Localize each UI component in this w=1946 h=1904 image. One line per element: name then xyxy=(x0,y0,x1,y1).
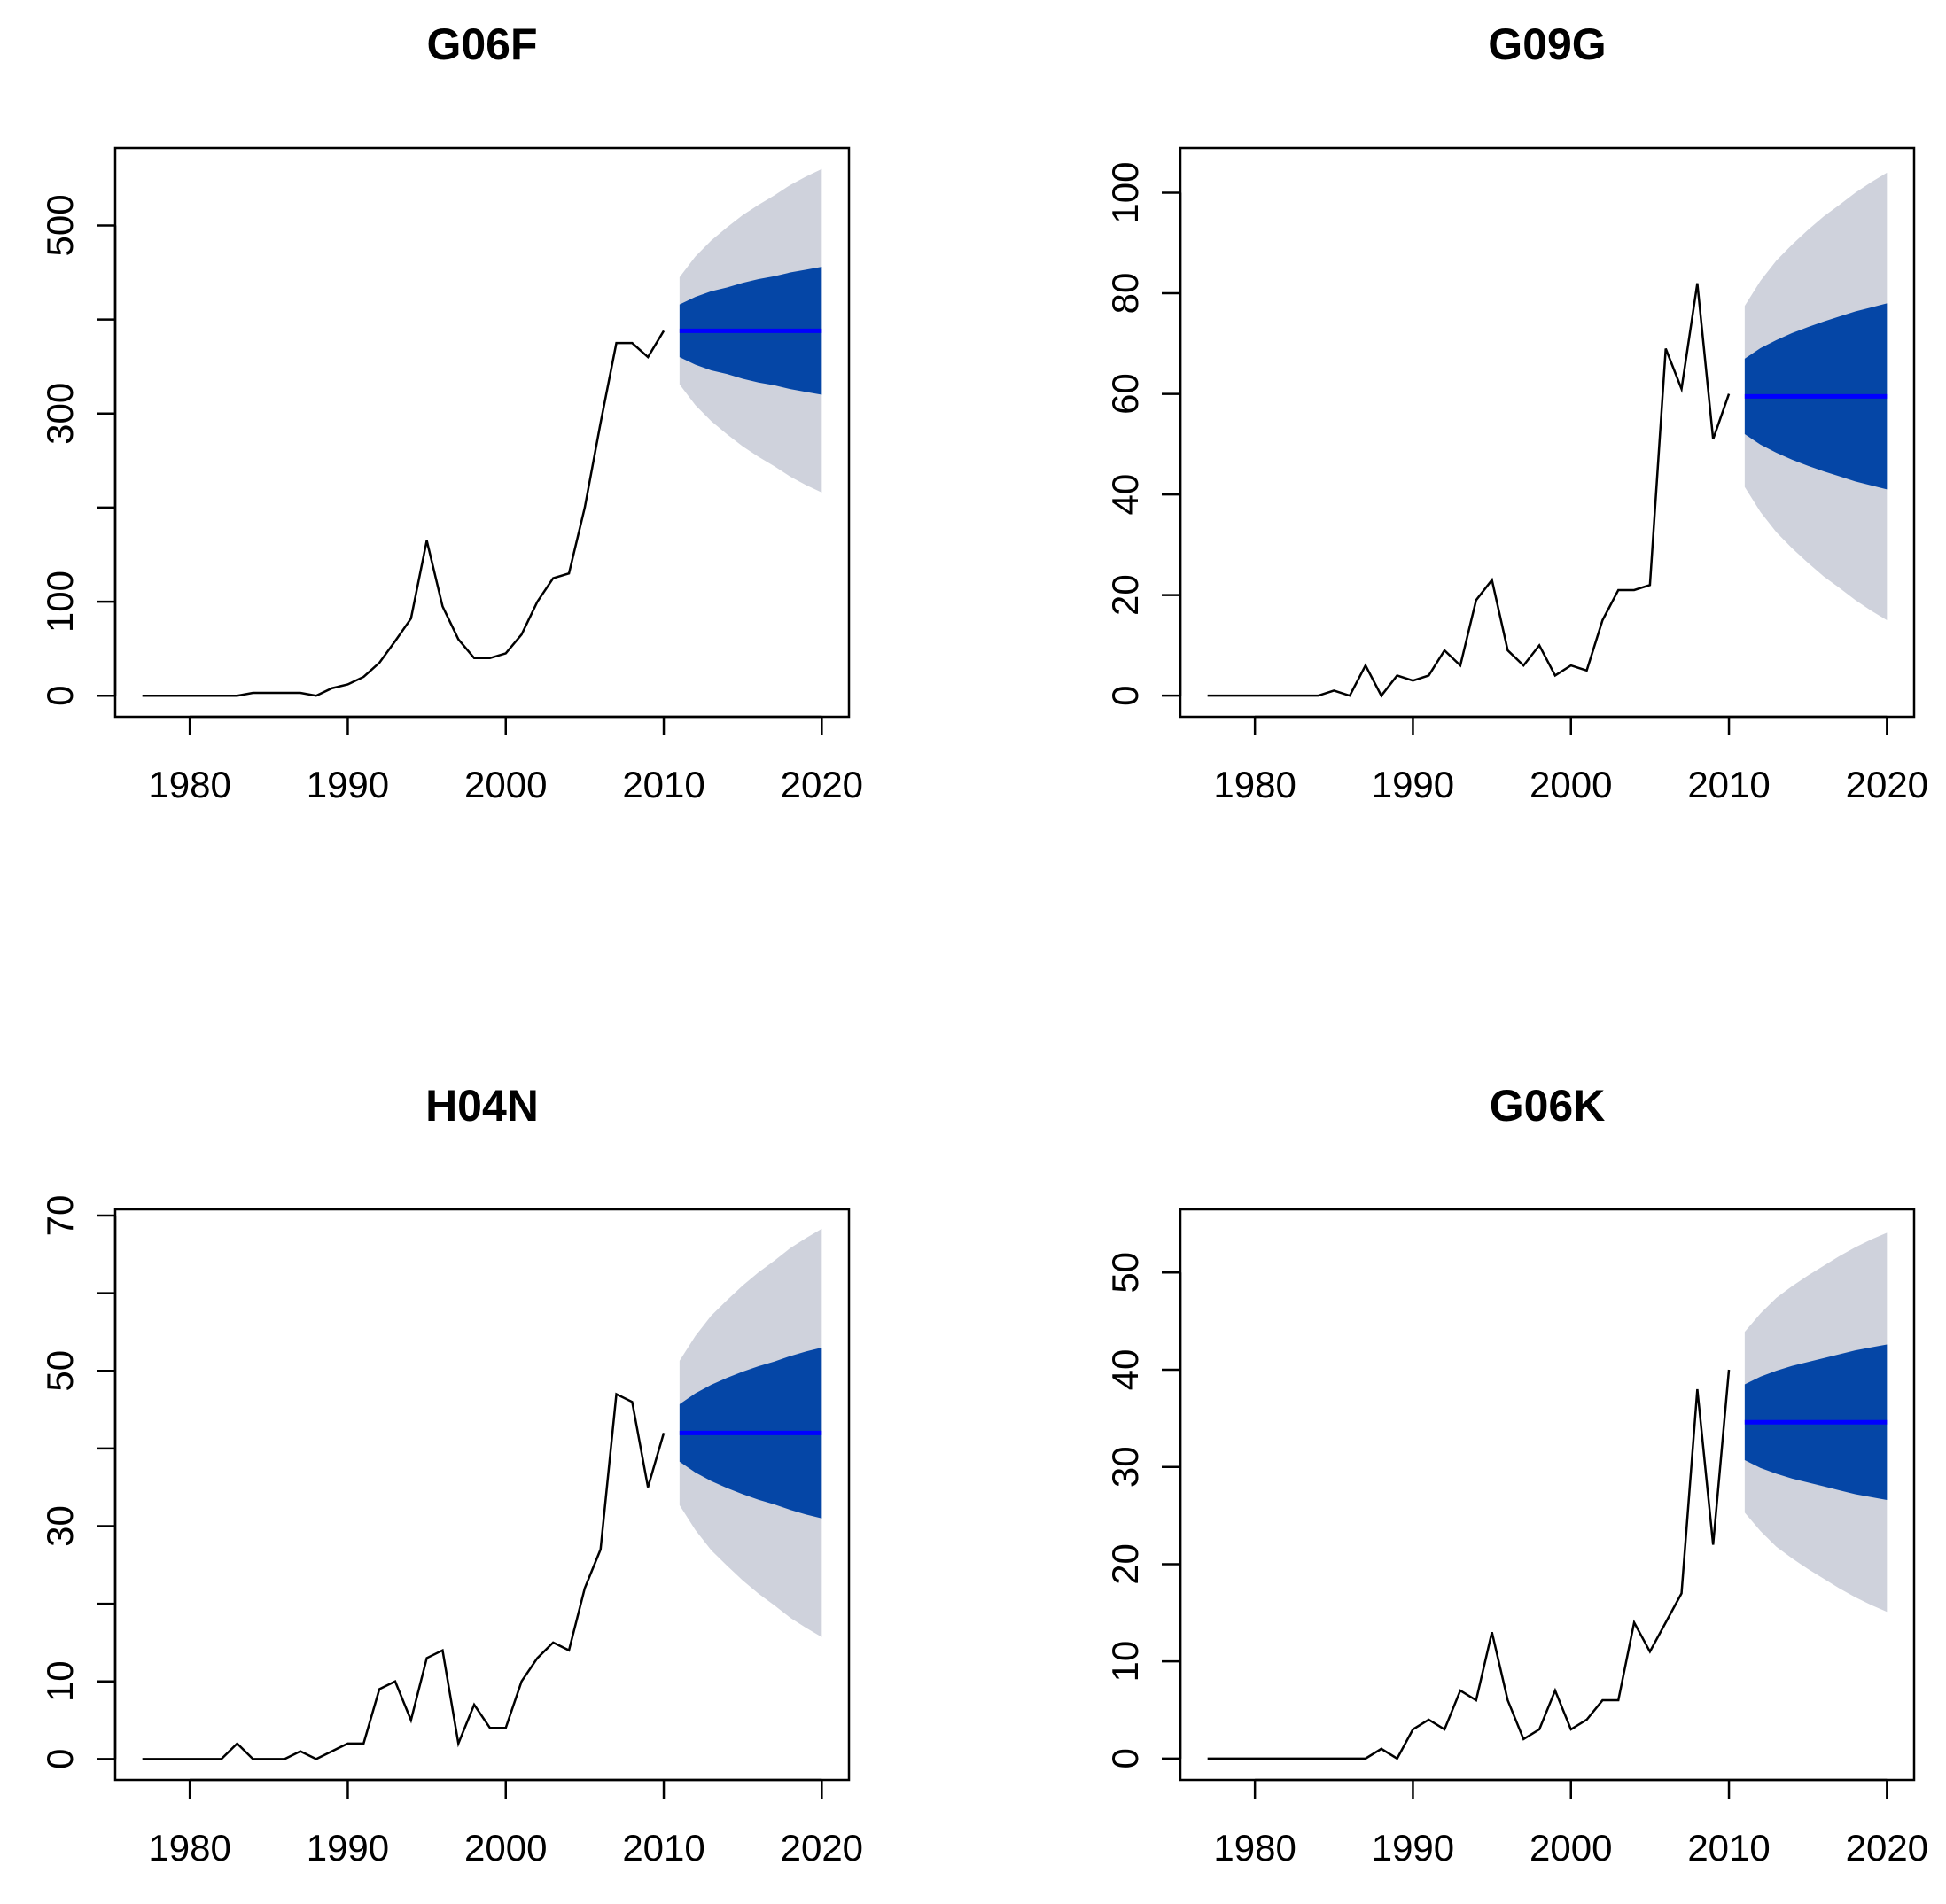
y-tick-label: 30 xyxy=(39,1505,81,1547)
y-tick-label: 60 xyxy=(1104,373,1146,415)
y-tick-label: 50 xyxy=(39,1350,81,1392)
y-tick-label: 500 xyxy=(39,194,81,256)
x-tick-label: 1980 xyxy=(1213,1827,1296,1869)
y-tick-label: 0 xyxy=(1104,1748,1146,1768)
x-tick-label: 2010 xyxy=(1687,1827,1770,1869)
chart-title: G06K xyxy=(1490,1081,1606,1131)
x-tick-label: 2000 xyxy=(464,764,547,805)
y-tick-label: 40 xyxy=(1104,474,1146,516)
y-tick-label: 20 xyxy=(1104,1543,1146,1585)
history-line xyxy=(1207,1369,1731,1760)
panel: G06F 1980 1990 2000 2010 2020 0 100 300 500 xyxy=(39,19,863,805)
y-tick-label: 40 xyxy=(1104,1349,1146,1391)
x-tick-label: 1990 xyxy=(1372,1827,1454,1869)
y-tick-label: 100 xyxy=(39,571,81,633)
x-tick-label: 1990 xyxy=(307,1827,389,1869)
y-tick-label: 70 xyxy=(39,1195,81,1237)
x-tick-label: 2020 xyxy=(781,764,863,805)
y-tick-label: 20 xyxy=(1104,574,1146,616)
x-tick-label: 2010 xyxy=(622,1827,704,1869)
x-tick-label: 1990 xyxy=(307,764,389,805)
x-tick-label: 1980 xyxy=(148,1827,230,1869)
y-tick-label: 0 xyxy=(39,686,81,706)
panel: G06K 1980 1990 2000 2010 2020 0 10 20 30 40 50 xyxy=(1104,1081,1928,1869)
x-tick-label: 2020 xyxy=(1846,764,1928,805)
x-tick-label: 2000 xyxy=(1530,764,1612,805)
y-tick-label: 50 xyxy=(1104,1252,1146,1294)
y-tick-label: 10 xyxy=(1104,1641,1146,1683)
history-line xyxy=(142,1392,666,1760)
y-tick-label: 0 xyxy=(39,1749,81,1769)
x-tick-label: 2010 xyxy=(1687,764,1770,805)
x-tick-label: 1980 xyxy=(1213,764,1296,805)
history-line xyxy=(1207,283,1731,698)
x-tick-label: 1980 xyxy=(148,764,230,805)
y-tick-label: 0 xyxy=(1104,685,1146,705)
y-tick-label: 100 xyxy=(1104,161,1146,223)
x-tick-label: 2020 xyxy=(781,1827,863,1869)
x-tick-label: 2000 xyxy=(1530,1827,1612,1869)
chart-title: G06F xyxy=(426,19,537,69)
chart-title: G09G xyxy=(1488,19,1606,69)
x-tick-label: 1990 xyxy=(1372,764,1454,805)
y-tick-label: 10 xyxy=(39,1660,81,1702)
history-line xyxy=(142,330,666,697)
y-tick-label: 80 xyxy=(1104,273,1146,315)
y-tick-label: 30 xyxy=(1104,1446,1146,1488)
panel: H04N 1980 1990 2000 2010 2020 0 10 30 50 70 xyxy=(39,1081,863,1869)
x-tick-label: 2000 xyxy=(464,1827,547,1869)
chart-title: H04N xyxy=(425,1081,539,1131)
x-tick-label: 2020 xyxy=(1846,1827,1928,1869)
x-tick-label: 2010 xyxy=(622,764,704,805)
y-tick-label: 300 xyxy=(39,383,81,445)
panel: G09G 1980 1990 2000 2010 2020 0 20 40 60 80 100 xyxy=(1104,19,1928,805)
